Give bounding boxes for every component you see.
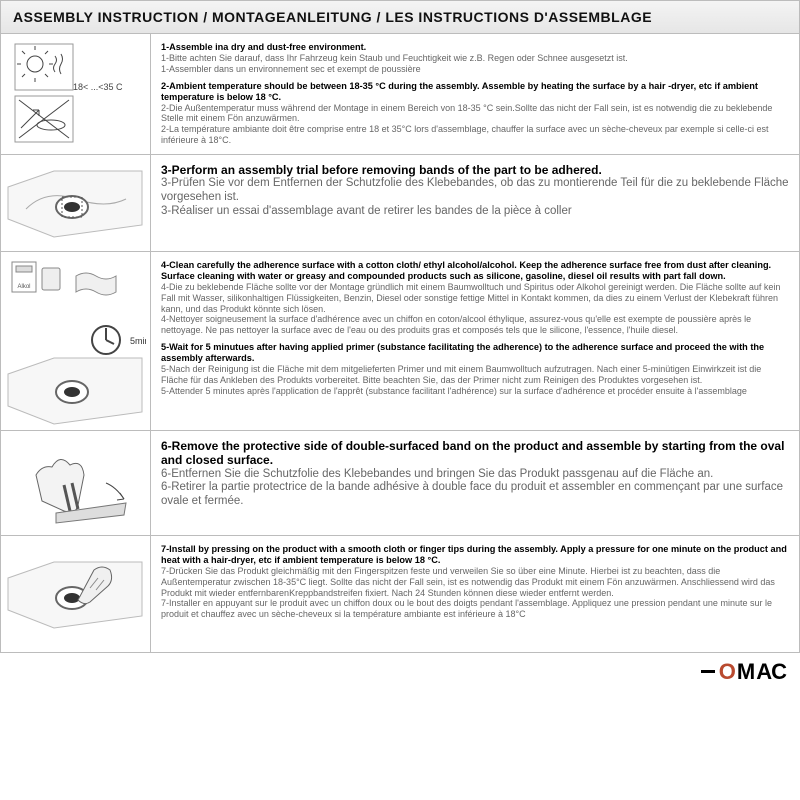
step-lead: 2-Ambient temperature should be between … [161,81,789,103]
step-lead: 5-Wait for 5 minutues after having appli… [161,342,789,364]
diagram-clean: Alkol 5min [1,252,151,430]
step-sub: 6-Entfernen Sie die Schutzfolie des Kleb… [161,468,789,482]
diagram-press [1,536,151,652]
logo-ac: AC [756,659,786,685]
footer: OMAC [0,653,800,689]
step-sub: 7-Installer en appuyant sur le produit a… [161,598,789,620]
wait-label: 5min [130,336,146,346]
step-sub: 6-Retirer la partie protectrice de la ba… [161,481,789,509]
logo-dash-icon [701,670,715,673]
step-sub: 4-Nettoyer soigneusement la surface d'ad… [161,314,789,336]
instruction-text: 6-Remove the protective side of double-s… [151,431,799,535]
logo-m: M [737,659,754,685]
diagram-trial [1,155,151,251]
instruction-text: 1-Assemble ina dry and dust-free environ… [151,34,799,154]
instruction-text: 4-Clean carefully the adherence surface … [151,252,799,430]
step-lead: 7-Install by pressing on the product wit… [161,544,789,566]
step-sub: 2-Die Außentemperatur muss während der M… [161,103,789,125]
instruction-row: 6-Remove the protective side of double-s… [0,431,800,536]
step-lead: 6-Remove the protective side of double-s… [161,439,789,468]
step-lead: 4-Clean carefully the adherence surface … [161,260,789,282]
step-sub: 3-Prüfen Sie vor dem Entfernen der Schut… [161,177,789,205]
instruction-text: 7-Install by pressing on the product wit… [151,536,799,652]
step-sub: 7-Drücken Sie das Produkt gleichmäßig mi… [161,566,789,598]
step-sub: 2-La température ambiante doit être comp… [161,124,789,146]
step-sub: 5-Attender 5 minutes après l'application… [161,386,789,397]
instruction-row: 18< ...<35 C 1-Assemble ina dry and dust… [0,34,800,155]
page-title: ASSEMBLY INSTRUCTION / MONTAGEANLEITUNG … [0,0,800,34]
step-lead: 3-Perform an assembly trial before remov… [161,163,789,177]
step-sub: 4-Die zu beklebende Fläche sollte vor de… [161,282,789,314]
step-sub: 1-Assembler dans un environnement sec et… [161,64,789,75]
step-sub: 5-Nach der Reinigung ist die Fläche mit … [161,364,789,386]
diagram-remove-tape [1,431,151,535]
step-lead: 1-Assemble ina dry and dust-free environ… [161,42,789,53]
logo-o: O [719,659,735,685]
diagram-environment: 18< ...<35 C [1,34,151,154]
instruction-text: 3-Perform an assembly trial before remov… [151,155,799,251]
instruction-row: 7-Install by pressing on the product wit… [0,536,800,653]
brand-logo: OMAC [701,659,786,685]
instruction-row: Alkol 5min 4-Clean carefully the adheren… [0,252,800,431]
step-sub: 1-Bitte achten Sie darauf, dass Ihr Fahr… [161,53,789,64]
instruction-row: 3-Perform an assembly trial before remov… [0,155,800,252]
temp-range-label: 18< ...<35 C [73,82,123,92]
alcohol-label: Alkol [17,284,30,290]
step-sub: 3-Réaliser un essai d'assemblage avant d… [161,205,789,219]
